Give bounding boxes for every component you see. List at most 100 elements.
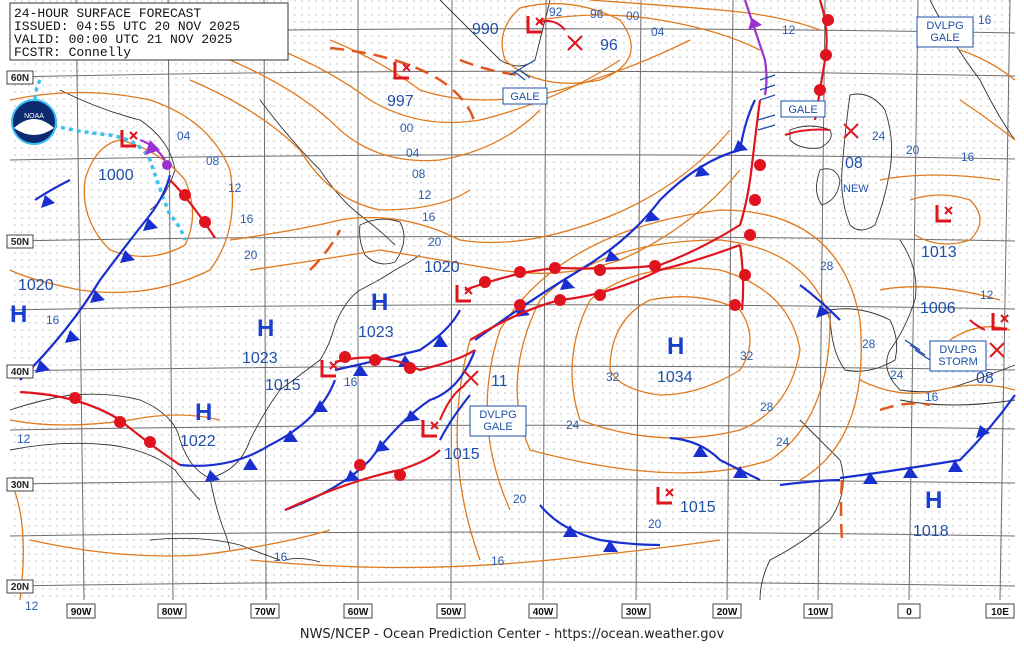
- wind-barbs: [509, 59, 931, 361]
- warning-label: GALE: [510, 91, 539, 103]
- isobar-label: 28: [820, 259, 834, 273]
- high-center: H 1022: [180, 399, 216, 450]
- svg-text:40W: 40W: [533, 607, 554, 618]
- iceland-coast: [789, 125, 832, 149]
- isobar-label: 32: [740, 349, 754, 363]
- british-isles: [841, 93, 893, 231]
- svg-text:0: 0: [906, 607, 912, 618]
- svg-text:50W: 50W: [441, 607, 462, 618]
- warning-box: DVLPG GALE: [916, 16, 974, 48]
- low-pressure-value: 1000: [98, 167, 134, 184]
- track-x-marker-4: [989, 342, 1005, 358]
- low-pressure-value: 1013: [921, 244, 957, 261]
- low-center: 1000: [98, 130, 138, 184]
- svg-text:10E: 10E: [991, 607, 1009, 618]
- isobar-label: 08: [206, 154, 220, 168]
- lat-label: 60N: [6, 70, 34, 85]
- lon-label: 0: [897, 603, 921, 619]
- isobar-label: 12: [418, 188, 432, 202]
- iberia-coast: [829, 308, 898, 372]
- warning-label: DVLPG GALE: [926, 20, 963, 44]
- high-center: H 1034: [657, 333, 693, 386]
- lon-label: 80W: [157, 603, 187, 619]
- low-pressure-value: 1015: [680, 499, 716, 516]
- forecast-pressure-value: 96: [600, 37, 618, 54]
- forecast-title: 24-HOUR SURFACE FORECAST: [14, 6, 201, 21]
- high-center: H 1023: [242, 315, 278, 367]
- warning-box: GALE: [502, 87, 548, 105]
- svg-text:60W: 60W: [348, 607, 369, 618]
- high-letter: H: [257, 315, 274, 342]
- noaa-logo-text: NOAA: [24, 113, 44, 120]
- svg-text:30W: 30W: [626, 607, 647, 618]
- lon-label: 40W: [528, 603, 558, 619]
- track-x-marker-3: [843, 123, 859, 139]
- isobar-label: 04: [651, 25, 665, 39]
- lon-label: 10E: [985, 603, 1015, 619]
- high-pressure-value: 1034: [657, 369, 693, 386]
- svg-text:40N: 40N: [11, 367, 29, 378]
- troughs: [309, 46, 931, 541]
- low-center: 1015: [265, 360, 338, 394]
- isobar-label: 20: [428, 235, 442, 249]
- forecast-position-markers: [463, 35, 1005, 386]
- isobar-label: 04: [406, 146, 420, 160]
- warning-box: DVLPG GALE: [469, 405, 527, 437]
- high-centers: H 1023 H 1023 H 1022 H 1034 H 1018 H: [10, 289, 949, 540]
- isobar-label: 16: [961, 150, 975, 164]
- track-x-marker-1: [567, 35, 583, 51]
- low-center: 1015: [656, 487, 716, 516]
- high-pressure-value: 1023: [358, 324, 394, 341]
- isobar-label: 16: [344, 375, 358, 389]
- isobar-label: 16: [978, 13, 992, 27]
- high-pressure-value: 1022: [180, 433, 216, 450]
- low-center: [455, 285, 473, 303]
- svg-text:60N: 60N: [11, 73, 29, 84]
- coastlines: [9, 0, 1016, 601]
- cuba-coast: [149, 537, 281, 561]
- forecaster: FCSTR: Connelly: [14, 45, 131, 60]
- isobar-label: 12: [980, 288, 994, 302]
- isobar-label: 24: [776, 435, 790, 449]
- low-pressure-value: 990: [472, 21, 499, 38]
- isobar-label: 20: [513, 492, 527, 506]
- warning-box: GALE: [780, 100, 826, 118]
- isobar-label: 24: [890, 368, 904, 382]
- high-letter: H: [10, 301, 27, 328]
- low-center: 990: [472, 16, 544, 38]
- lon-label: 70W: [250, 603, 280, 619]
- low-pressure-value: 1020: [424, 259, 460, 276]
- high-letter: H: [371, 289, 388, 316]
- low-pressure-value: 1006: [920, 300, 956, 317]
- warning-box: DVLPG STORM: [929, 340, 987, 372]
- isobar-label: 28: [862, 337, 876, 351]
- low-pressure-value: 997: [387, 93, 414, 110]
- warning-label: GALE: [788, 104, 817, 116]
- isobar-label: 32: [606, 370, 620, 384]
- isobar-label: 12: [25, 599, 39, 613]
- svg-text:90W: 90W: [71, 607, 92, 618]
- isobar-label: 20: [906, 143, 920, 157]
- svg-text:30N: 30N: [11, 480, 29, 491]
- forecast-pressure-value: 11: [491, 373, 508, 390]
- high-center: H: [10, 301, 27, 328]
- lat-label: 20N: [6, 579, 34, 594]
- high-letter: H: [195, 399, 212, 426]
- isobar-label: 16: [46, 313, 60, 327]
- isobar-label: 92: [549, 5, 563, 19]
- hispaniola-coast: [284, 557, 321, 563]
- longitude-labels: 90W 80W 70W 60W 50W 40W 30W 20W 10W 0 10…: [66, 603, 1015, 619]
- isobar-label: 16: [925, 390, 939, 404]
- lon-label: 60W: [343, 603, 373, 619]
- isobar-label: 28: [760, 400, 774, 414]
- isobar-label: 16: [422, 210, 436, 224]
- isobar-label: 00: [626, 9, 640, 23]
- svg-text:10W: 10W: [808, 607, 829, 618]
- high-center: H 1018: [913, 487, 949, 540]
- noaa-logo: NOAA: [11, 99, 57, 145]
- occluded-front-symbols: [145, 18, 762, 170]
- isobar-label: 24: [566, 418, 580, 432]
- ireland: [816, 168, 841, 206]
- lat-label: 50N: [6, 234, 34, 249]
